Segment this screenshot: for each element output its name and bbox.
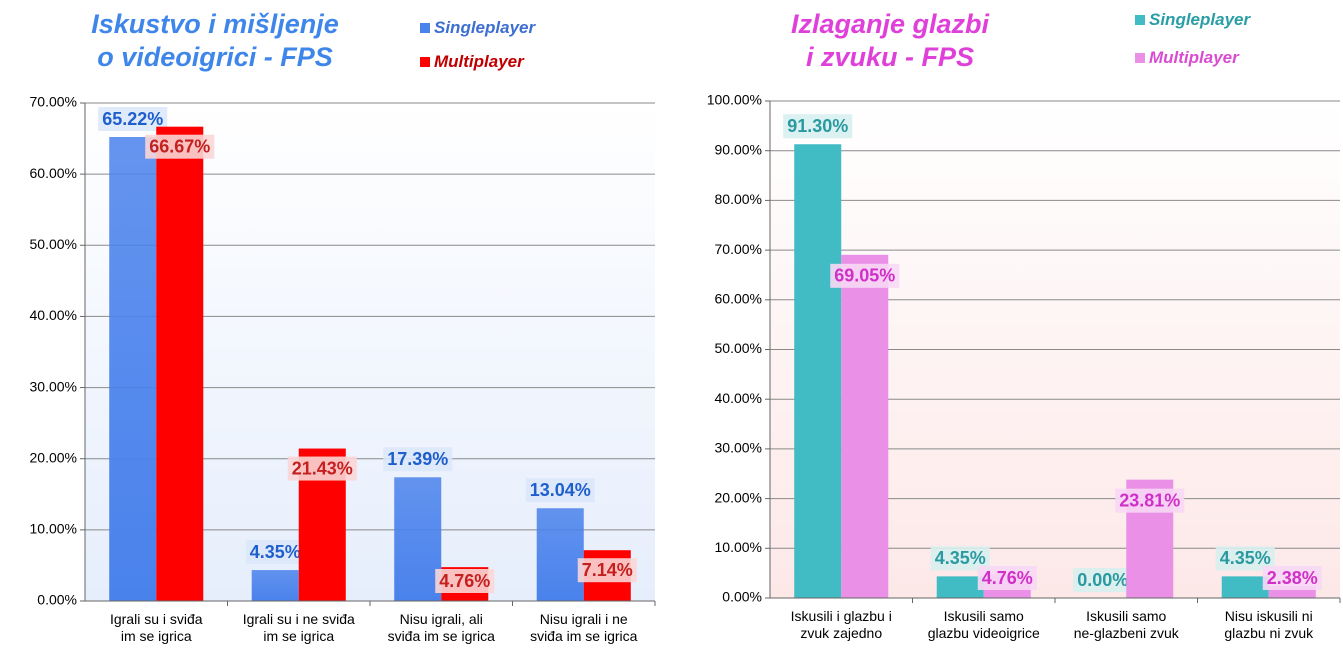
y-tick-label: 0.00% bbox=[37, 592, 77, 608]
value-label-bg bbox=[577, 558, 637, 583]
y-tick-label: 30.00% bbox=[30, 378, 77, 394]
legend-label: Multiplayer bbox=[434, 52, 524, 71]
bar bbox=[156, 126, 204, 601]
value-label: 4.76% bbox=[439, 571, 490, 591]
y-tick-label: 60.00% bbox=[715, 291, 762, 307]
x-tick-label: Igrali su i sviđa im se igrica bbox=[109, 611, 203, 644]
y-tick-label: 60.00% bbox=[30, 165, 77, 181]
value-label-bg bbox=[783, 114, 853, 139]
x-tick-label: Iskusili samo glazbu videoigrice bbox=[927, 608, 1040, 641]
x-tick-label: Nisu igrali, ali sviđa im se igrica bbox=[387, 611, 495, 644]
y-tick-label: 70.00% bbox=[715, 241, 762, 257]
legend-swatch bbox=[420, 57, 430, 67]
value-label: 69.05% bbox=[834, 266, 895, 286]
y-tick-label: 70.00% bbox=[30, 94, 77, 110]
y-tick-label: 50.00% bbox=[715, 340, 762, 356]
legend-item: Multiplayer bbox=[1135, 48, 1239, 68]
x-tick-label: Iskusili samo ne-glazbeni zvuk bbox=[1073, 608, 1179, 641]
value-label-bg bbox=[977, 566, 1037, 590]
y-tick-label: 80.00% bbox=[715, 191, 762, 207]
value-label-bg bbox=[145, 134, 215, 159]
y-tick-label: 90.00% bbox=[715, 141, 762, 157]
value-label: 4.35% bbox=[935, 548, 986, 568]
value-label: 21.43% bbox=[292, 458, 353, 478]
value-label-bg bbox=[98, 107, 168, 132]
x-tick-label: Iskusili i glazbu i zvuk zajedno bbox=[790, 608, 892, 641]
legend-swatch bbox=[1135, 15, 1145, 25]
y-tick-label: 50.00% bbox=[30, 236, 77, 252]
value-label: 91.30% bbox=[787, 116, 848, 136]
bar bbox=[251, 570, 299, 601]
value-label: 17.39% bbox=[387, 449, 448, 469]
value-label-bg bbox=[1073, 568, 1133, 592]
bar bbox=[1268, 586, 1316, 598]
bar bbox=[109, 137, 157, 601]
value-label: 4.35% bbox=[1220, 548, 1271, 568]
y-tick-label: 30.00% bbox=[715, 440, 762, 456]
legend-label: Singleplayer bbox=[434, 18, 536, 37]
value-label: 4.76% bbox=[982, 568, 1033, 588]
value-label-bg bbox=[830, 263, 900, 288]
value-label: 2.38% bbox=[1267, 568, 1318, 588]
value-label-bg bbox=[245, 540, 305, 565]
y-tick-label: 0.00% bbox=[722, 589, 762, 605]
value-label-bg bbox=[287, 456, 357, 481]
value-label-bg bbox=[1115, 488, 1185, 513]
value-label: 0.00% bbox=[1077, 570, 1128, 590]
value-label-bg bbox=[525, 478, 595, 503]
bar bbox=[936, 576, 984, 598]
legend-item: Singleplayer bbox=[1135, 10, 1250, 30]
value-label-bg bbox=[383, 447, 453, 472]
y-tick-label: 10.00% bbox=[715, 539, 762, 555]
y-tick-label: 40.00% bbox=[715, 390, 762, 406]
value-label-bg bbox=[435, 569, 495, 593]
bar bbox=[394, 477, 442, 601]
value-label: 4.35% bbox=[250, 542, 301, 562]
legend-label: Singleplayer bbox=[1149, 10, 1251, 29]
y-tick-label: 10.00% bbox=[30, 521, 77, 537]
value-label: 13.04% bbox=[530, 480, 591, 500]
bar bbox=[794, 144, 842, 598]
y-tick-label: 20.00% bbox=[30, 449, 77, 465]
legend-swatch bbox=[1135, 53, 1145, 63]
chart-title: Izlaganje glazbi i zvuku - FPS bbox=[790, 9, 990, 72]
x-tick-label: Nisu iskusili ni glazbu ni zvuk bbox=[1224, 608, 1314, 641]
legend-item: Singleplayer bbox=[420, 18, 535, 38]
bar bbox=[536, 508, 584, 601]
value-label-bg bbox=[1262, 566, 1322, 590]
value-label: 65.22% bbox=[102, 109, 163, 129]
legend-item: Multiplayer bbox=[420, 52, 524, 72]
bar bbox=[1221, 576, 1269, 598]
legend-swatch bbox=[420, 23, 430, 33]
value-label: 7.14% bbox=[582, 560, 633, 580]
chart-title: Iskustvo i mišljenje o videoigrici - FPS bbox=[91, 9, 339, 72]
y-tick-label: 100.00% bbox=[707, 92, 762, 108]
legend-label: Multiplayer bbox=[1149, 48, 1239, 67]
y-tick-label: 20.00% bbox=[715, 489, 762, 505]
value-label: 23.81% bbox=[1119, 490, 1180, 510]
bar bbox=[841, 254, 889, 598]
value-label: 66.67% bbox=[149, 136, 210, 156]
y-tick-label: 40.00% bbox=[30, 307, 77, 323]
x-tick-label: Nisu igrali i ne sviđa im se igrica bbox=[530, 611, 638, 644]
x-tick-label: Igrali su i ne sviđa im se igrica bbox=[242, 611, 355, 644]
